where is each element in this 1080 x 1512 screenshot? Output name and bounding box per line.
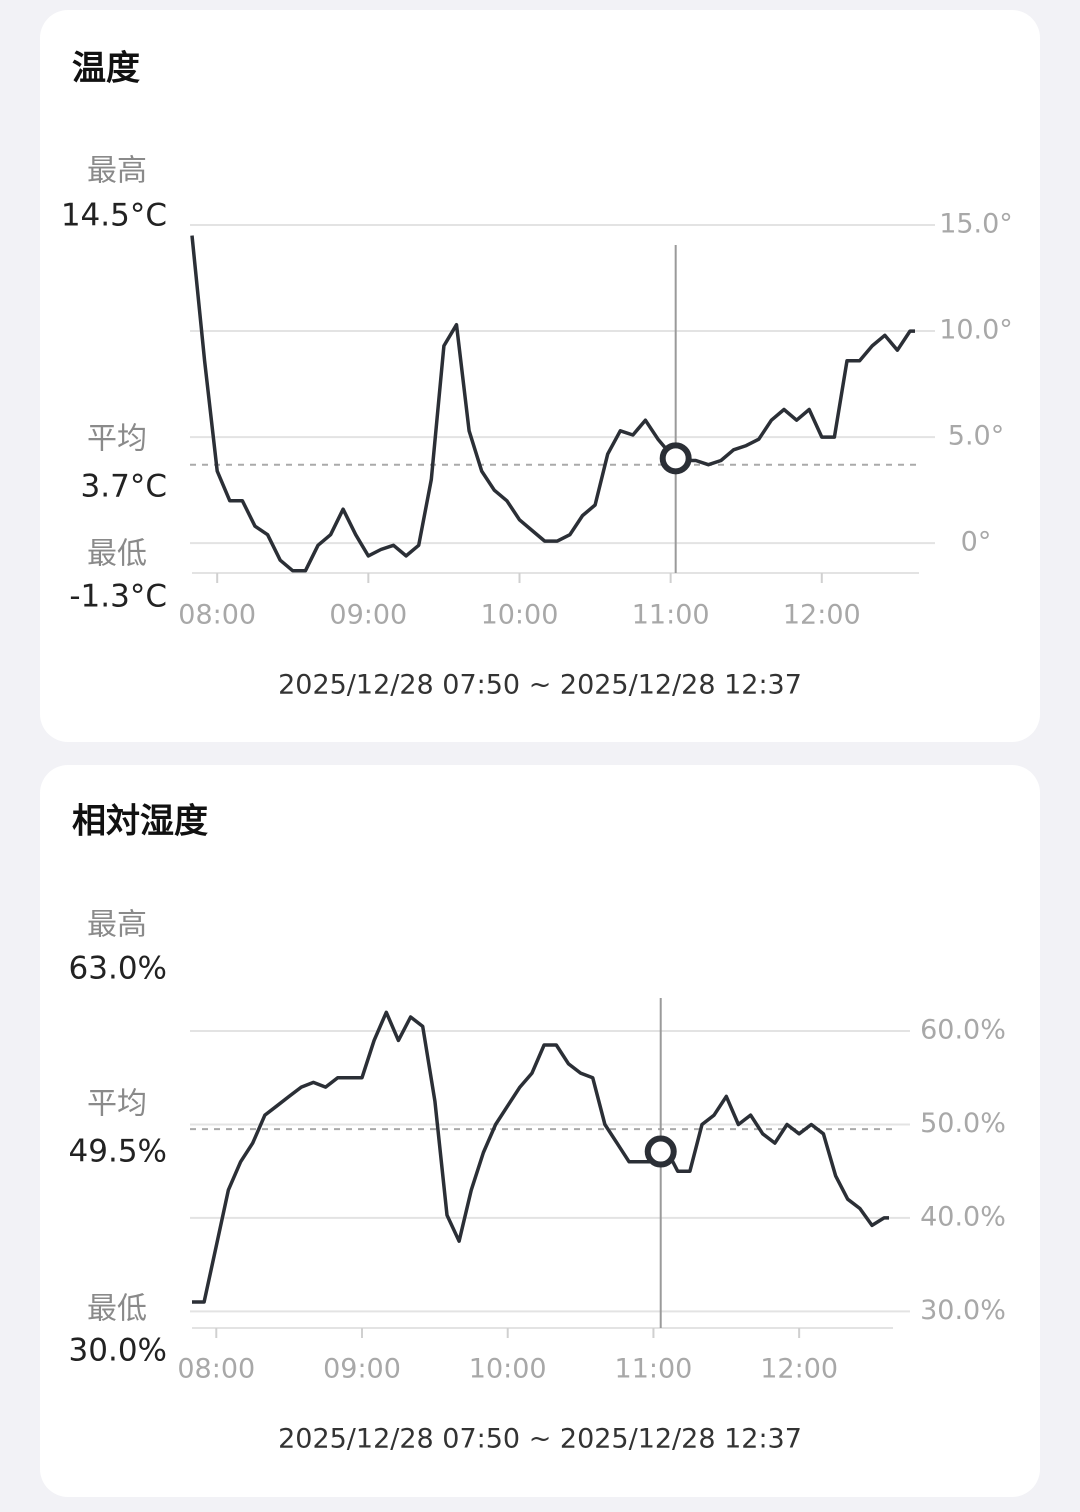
x-tick-label: 09:00 <box>323 1354 401 1385</box>
stat-label: 平均 <box>87 422 147 457</box>
stat-value: 63.0% <box>69 951 167 987</box>
card <box>40 10 1040 742</box>
stat-label: 最高 <box>87 908 147 943</box>
x-tick-label: 09:00 <box>329 600 407 631</box>
stat-label: 最低 <box>87 537 147 572</box>
stat-label: 平均 <box>87 1087 147 1122</box>
y-tick-label: 0° <box>961 527 992 558</box>
card-title: 相対湿度 <box>72 802 208 842</box>
stat-value: 3.7°C <box>81 469 167 505</box>
cursor-dot <box>644 1135 677 1168</box>
y-tick-label: 10.0° <box>939 315 1013 346</box>
stat-value: 49.5% <box>69 1134 167 1170</box>
x-tick-label: 10:00 <box>481 600 559 631</box>
card-title: 温度 <box>72 49 140 89</box>
x-tick-label: 08:00 <box>177 1354 255 1385</box>
x-tick-label: 11:00 <box>615 1354 693 1385</box>
x-tick-label: 12:00 <box>783 600 861 631</box>
stat-label: 最高 <box>87 154 147 189</box>
x-tick-label: 08:00 <box>178 600 256 631</box>
y-tick-label: 60.0% <box>920 1015 1006 1046</box>
y-tick-label: 40.0% <box>920 1201 1006 1232</box>
x-tick-label: 11:00 <box>632 600 710 631</box>
x-tick-label: 12:00 <box>760 1354 838 1385</box>
stat-value: 14.5°C <box>61 198 167 234</box>
data-line <box>192 1010 889 1304</box>
stat-value: -1.3°C <box>69 579 167 615</box>
stat-label: 最低 <box>87 1292 147 1327</box>
date-range: 2025/12/28 07:50 ~ 2025/12/28 12:37 <box>278 670 802 701</box>
y-tick-label: 15.0° <box>939 209 1013 240</box>
y-tick-label: 50.0% <box>920 1108 1006 1139</box>
card <box>40 765 1040 1497</box>
x-tick-label: 10:00 <box>469 1354 547 1385</box>
y-tick-label: 30.0% <box>920 1295 1006 1326</box>
data-line <box>190 235 915 573</box>
stat-value: 30.0% <box>69 1333 167 1369</box>
date-range: 2025/12/28 07:50 ~ 2025/12/28 12:37 <box>278 1424 802 1455</box>
y-tick-label: 5.0° <box>948 421 1004 452</box>
cursor-dot <box>659 442 692 475</box>
